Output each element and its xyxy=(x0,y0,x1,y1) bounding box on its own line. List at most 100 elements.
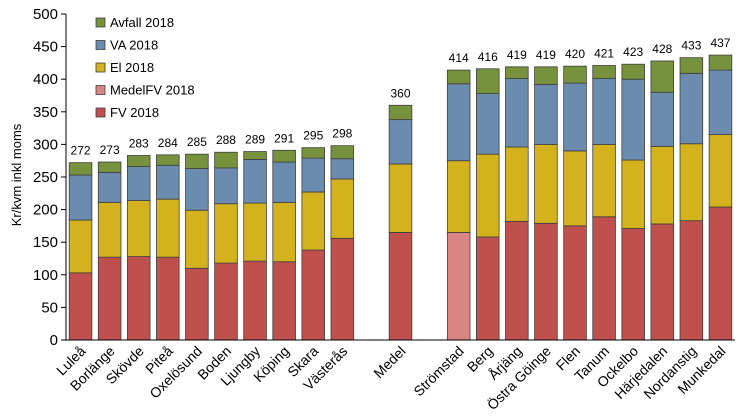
y-tick-label: 350 xyxy=(33,104,58,121)
total-label: 283 xyxy=(129,136,149,150)
total-label: 423 xyxy=(623,45,643,59)
bar-segment-fv-2018 xyxy=(330,237,355,341)
bar-segment-avfall-2018 xyxy=(534,66,558,85)
bar-segment-avfall-2018 xyxy=(126,155,151,167)
bar-segment-fv-2018 xyxy=(388,232,413,341)
total-label: 416 xyxy=(478,50,498,64)
bar-segment-avfall-2018 xyxy=(505,66,529,79)
legend-label: Avfall 2018 xyxy=(110,15,174,30)
y-tick-label: 0 xyxy=(50,332,58,349)
bar-segment-fv-2018 xyxy=(214,262,238,341)
bar-segment-va-2018 xyxy=(68,174,93,221)
bar-segment-el-2018 xyxy=(534,143,558,224)
bar-segment-fv-2018 xyxy=(563,225,587,341)
total-label: 298 xyxy=(332,127,352,141)
bar-segment-fv-2018 xyxy=(126,256,151,341)
total-label: 295 xyxy=(303,129,323,143)
legend-label: FV 2018 xyxy=(110,105,159,120)
bar-segment-avfall-2018 xyxy=(243,151,267,160)
total-label: 285 xyxy=(187,135,207,149)
bar-segment-avfall-2018 xyxy=(68,162,93,176)
total-label: 419 xyxy=(507,48,527,62)
total-label: 272 xyxy=(71,144,91,158)
bar-segment-avfall-2018 xyxy=(708,54,733,71)
bar-segment-avfall-2018 xyxy=(592,65,616,79)
total-label: 288 xyxy=(216,133,236,147)
bar-segment-avfall-2018 xyxy=(563,65,587,84)
total-label: 273 xyxy=(100,143,120,157)
legend-label: MedelFV 2018 xyxy=(110,83,195,98)
y-tick-label: 200 xyxy=(33,202,58,219)
total-label: 414 xyxy=(449,51,469,65)
bar-segment-va-2018 xyxy=(272,161,296,203)
bar-segment-avfall-2018 xyxy=(388,104,413,121)
total-label: 291 xyxy=(274,131,294,145)
bar-segment-fv-2018 xyxy=(621,228,645,341)
bar-segment-el-2018 xyxy=(592,143,616,218)
bar-segment-va-2018 xyxy=(156,164,180,200)
bar-segment-fv-2018 xyxy=(301,249,325,341)
total-label: 360 xyxy=(390,86,410,100)
bar-segment-va-2018 xyxy=(505,78,529,148)
x-axis: LuleåBorlängeSkövdePiteåOxelösundBodenLj… xyxy=(53,339,735,413)
bar-segment-fv-2018 xyxy=(97,256,122,341)
bar-segment-fv-2018 xyxy=(679,220,704,341)
bar-segment-va-2018 xyxy=(185,168,209,211)
legend: Avfall 2018 VA 2018 El 2018 MedelFV 2018 FV … xyxy=(95,15,195,120)
bar-segment-fv-2018 xyxy=(534,222,558,341)
bar-segment-va-2018 xyxy=(621,78,645,161)
x-tick-label: Medel xyxy=(370,343,408,381)
legend-label: VA 2018 xyxy=(110,38,158,53)
total-label: 419 xyxy=(536,48,556,62)
bar-segment-avfall-2018 xyxy=(97,161,122,173)
bar-segment-va-2018 xyxy=(214,167,238,205)
bar-segment-el-2018 xyxy=(388,163,413,233)
bar-segment-avfall-2018 xyxy=(330,145,355,160)
bar-segment-va-2018 xyxy=(388,119,413,165)
bar-segment-el-2018 xyxy=(272,202,296,263)
y-tick-label: 250 xyxy=(33,169,58,186)
bar-segment-el-2018 xyxy=(505,146,529,222)
bar-segment-fv-2018 xyxy=(505,220,529,341)
y-tick-label: 500 xyxy=(33,6,58,23)
bar-segment-el-2018 xyxy=(563,150,587,227)
bar-segment-el-2018 xyxy=(126,200,151,257)
bar-segment-va-2018 xyxy=(97,172,122,203)
bar-segment-va-2018 xyxy=(126,166,151,201)
legend-swatch xyxy=(95,62,106,73)
bar-segment-el-2018 xyxy=(650,145,675,225)
legend-swatch xyxy=(95,85,106,95)
bar-segment-el-2018 xyxy=(621,159,645,229)
total-label: 284 xyxy=(158,136,178,150)
bar-segment-avfall-2018 xyxy=(621,63,645,80)
bars xyxy=(68,54,733,341)
total-label: 437 xyxy=(710,36,730,50)
legend-swatch xyxy=(95,107,106,118)
total-label: 289 xyxy=(245,133,265,147)
bar-segment-va-2018 xyxy=(650,91,675,147)
bar-segment-va-2018 xyxy=(301,157,325,193)
legend-swatch xyxy=(95,17,106,28)
bar-segment-avfall-2018 xyxy=(156,154,180,166)
bar-segment-va-2018 xyxy=(679,72,704,145)
bar-segment-va-2018 xyxy=(563,82,587,152)
legend-swatch xyxy=(95,40,106,50)
y-tick-label: 400 xyxy=(33,71,58,88)
bar-segment-avfall-2018 xyxy=(476,68,500,94)
bar-segment-el-2018 xyxy=(156,198,180,258)
total-label: 428 xyxy=(652,42,672,56)
bar-segment-va-2018 xyxy=(476,93,500,155)
bar-segment-fv-2018 xyxy=(476,236,500,341)
bar-segment-el-2018 xyxy=(214,203,238,264)
bar-segment-el-2018 xyxy=(446,160,471,233)
bar-segment-fv-2018 xyxy=(708,206,733,341)
bar-segment-fv-2018 xyxy=(272,261,296,341)
y-axis-title: Kr/kvm inkl moms xyxy=(9,123,24,226)
x-tick-label: Strömstad xyxy=(410,343,466,399)
bar-segment-el-2018 xyxy=(476,153,500,238)
bar-segment-avfall-2018 xyxy=(650,60,675,93)
total-label: 421 xyxy=(594,47,614,61)
y-axis: 0 50 100 150 200 250 300 350 400 450 500 xyxy=(33,6,67,349)
bar-segment-el-2018 xyxy=(185,209,209,269)
